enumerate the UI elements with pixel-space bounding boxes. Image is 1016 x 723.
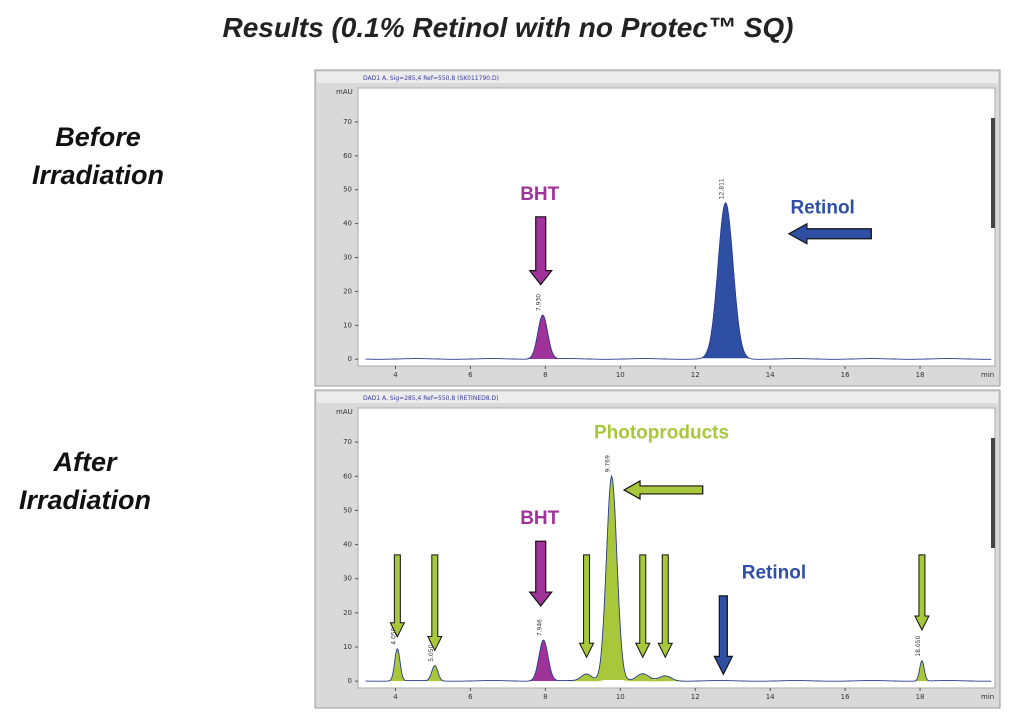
y-tick-label: 0 — [348, 677, 352, 685]
annotation-arrow — [787, 222, 872, 245]
x-tick-label: 16 — [841, 371, 850, 379]
photoproduct-arrow — [389, 554, 406, 638]
y-tick-label: 10 — [343, 321, 352, 329]
plot-area — [357, 407, 996, 689]
photoproduct-main-arrow — [622, 479, 704, 500]
label-before-irradiation: Before Irradiation — [8, 118, 188, 194]
y-tick-label: 60 — [343, 472, 352, 480]
trace-line — [365, 202, 992, 360]
peak-label: 4.050 — [390, 627, 397, 644]
y-tick-label: 20 — [343, 287, 352, 295]
panel-header-text: DAD1 A, Sig=285,4 Ref=550,8 (SK011790.D) — [363, 75, 499, 82]
x-tick-label: 4 — [393, 693, 398, 701]
scroll-mark — [991, 438, 995, 548]
x-tick-label: 16 — [841, 693, 850, 701]
y-tick-label: 70 — [343, 438, 352, 446]
panel-header-text: DAD1 A, Sig=285,4 Ref=550,8 (RETINED8.D) — [363, 395, 498, 402]
label-before-text: Before Irradiation — [31, 122, 165, 190]
peak-label: 7.946 — [536, 619, 543, 636]
plot-area — [357, 87, 996, 367]
x-tick-label: 8 — [543, 371, 547, 379]
x-tick-label: 14 — [766, 693, 775, 701]
peak-label: 12.811 — [719, 178, 726, 199]
peak-label: 5.050 — [428, 644, 435, 661]
photoproduct-arrow — [578, 554, 595, 659]
chromatogram-panel-2: DAD1 A, Sig=285,4 Ref=550,8 (RETINED8.D)… — [314, 389, 1001, 709]
slide-title: Results (0.1% Retinol with no Protec™ SQ… — [222, 12, 794, 43]
chromatogram-panel-1: DAD1 A, Sig=285,4 Ref=550,8 (SK011790.D)… — [314, 69, 1001, 387]
peak-label: 7.930 — [536, 294, 543, 311]
annotation-label: Retinol — [790, 197, 854, 218]
x-tick-label: 8 — [543, 693, 547, 701]
annotation-label: BHT — [520, 184, 559, 205]
y-tick-label: 10 — [343, 643, 352, 651]
y-tick-label: 0 — [348, 355, 352, 363]
photoproduct-arrow — [634, 554, 651, 659]
y-tick-label: 30 — [343, 254, 352, 262]
annotation-arrow — [713, 595, 734, 676]
peak-label: 18.050 — [915, 636, 922, 657]
y-axis-label: mAU — [336, 88, 353, 96]
x-tick-label: 10 — [616, 371, 625, 379]
x-tick-label: 14 — [766, 371, 775, 379]
y-tick-label: 70 — [343, 118, 352, 126]
x-tick-label: 10 — [616, 693, 625, 701]
x-tick-label: 12 — [691, 371, 700, 379]
annotation-label: Retinol — [742, 563, 806, 584]
photoproduct-arrow — [657, 554, 674, 659]
y-tick-label: 20 — [343, 609, 352, 617]
y-tick-label: 40 — [343, 541, 352, 549]
panel-header-bar — [317, 392, 998, 403]
y-tick-label: 50 — [343, 186, 352, 194]
trace-line — [365, 474, 992, 682]
x-tick-label: 18 — [916, 371, 925, 379]
peak-label: 9.769 — [605, 455, 612, 472]
x-tick-label: 6 — [468, 371, 473, 379]
y-axis-label: mAU — [336, 408, 353, 416]
photoproduct-arrow — [427, 554, 443, 652]
x-tick-label: 6 — [468, 693, 473, 701]
annotation-arrow — [528, 540, 553, 608]
y-tick-label: 50 — [343, 506, 352, 514]
x-tick-label: 18 — [916, 693, 925, 701]
panel-header-bar — [317, 72, 998, 83]
x-unit-label: min — [981, 371, 994, 379]
annotation-arrow — [528, 216, 553, 286]
photoproduct-arrow — [914, 554, 930, 632]
x-tick-label: 12 — [691, 693, 700, 701]
y-tick-label: 60 — [343, 152, 352, 160]
x-unit-label: min — [981, 693, 994, 701]
label-after-irradiation: After Irradiation — [0, 443, 170, 519]
x-tick-label: 4 — [393, 371, 398, 379]
annotation-label: Photoproducts — [594, 423, 729, 444]
annotation-label: BHT — [520, 508, 559, 529]
y-tick-label: 30 — [343, 575, 352, 583]
y-tick-label: 40 — [343, 220, 352, 228]
label-after-text: After Irradiation — [18, 447, 152, 515]
scroll-mark — [991, 118, 995, 228]
